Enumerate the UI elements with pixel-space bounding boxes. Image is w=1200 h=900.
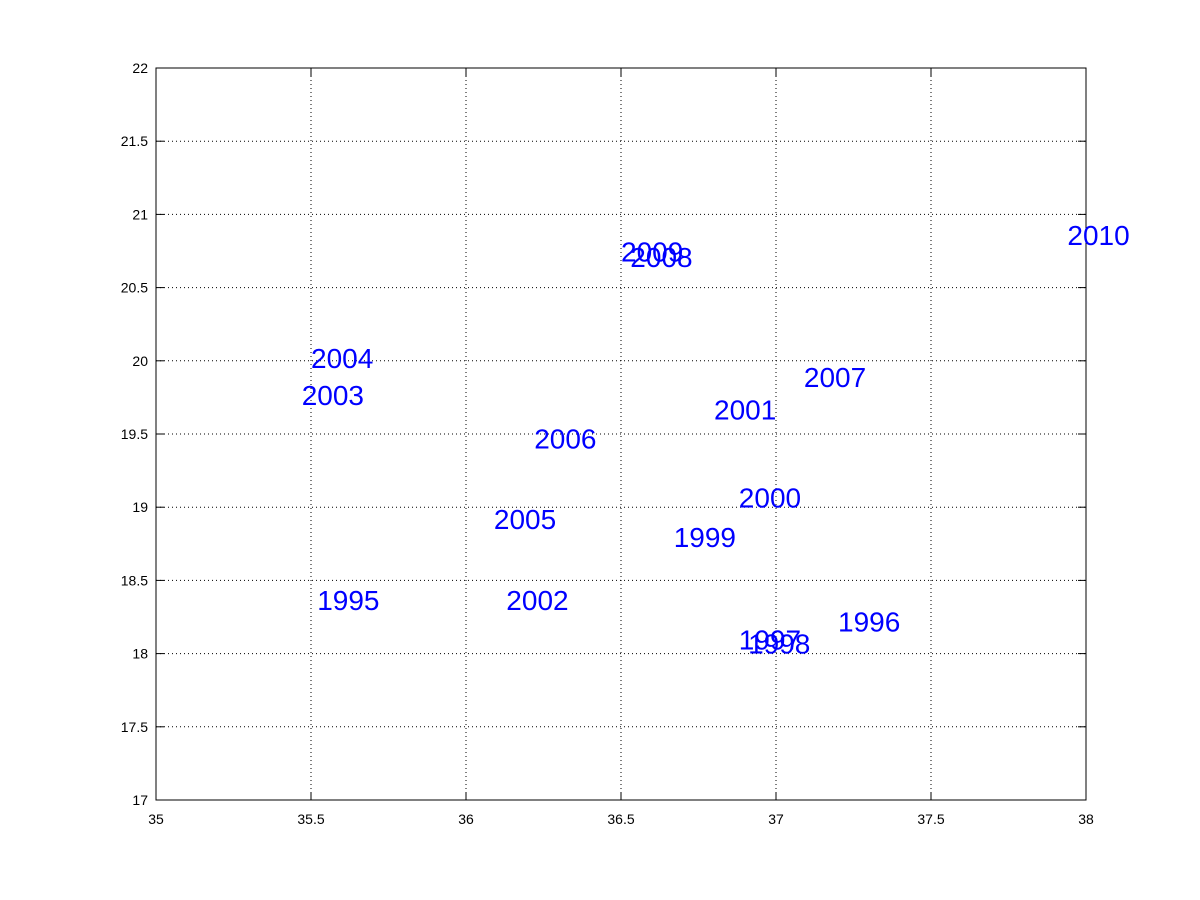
x-tick-label: 37	[768, 811, 784, 827]
y-tick-label: 21.5	[121, 133, 148, 149]
y-tick-label: 21	[132, 206, 148, 222]
data-point-label: 2010	[1067, 220, 1129, 251]
data-point-label: 2003	[302, 380, 364, 411]
data-point-label: 1997	[739, 624, 801, 655]
axis-tick-labels: 35 35.5 36 36.5 37 37.5 38 17 17.5 18 18.5 19 19.5 20…	[121, 60, 1094, 827]
plot-area-border	[155, 67, 1087, 801]
y-tick-label: 18.5	[121, 572, 148, 588]
data-labels: 1995199619971998199920002001200220032004…	[302, 220, 1130, 659]
data-point-label: 2002	[506, 585, 568, 616]
x-tick-label: 38	[1078, 811, 1094, 827]
data-point-label: 2004	[311, 343, 373, 374]
data-point-label: 2008	[630, 242, 692, 273]
data-point-label: 2001	[714, 394, 776, 425]
y-tick-label: 22	[132, 60, 148, 76]
data-point-label: 2007	[804, 362, 866, 393]
x-tick-label: 36.5	[607, 811, 634, 827]
y-tick-label: 20	[132, 353, 148, 369]
x-tick-label: 37.5	[917, 811, 944, 827]
y-tick-label: 19	[132, 499, 148, 515]
grid	[156, 68, 1086, 800]
data-point-label: 1998	[748, 629, 810, 660]
data-point-label: 2006	[534, 424, 596, 455]
data-point-label: 1996	[838, 607, 900, 638]
y-tick-label: 20.5	[121, 280, 148, 296]
y-tick-label: 17.5	[121, 719, 148, 735]
data-point-label: 1999	[674, 522, 736, 553]
data-point-label: 1995	[317, 585, 379, 616]
data-point-label: 2000	[739, 482, 801, 513]
y-tick-label: 17	[132, 792, 148, 808]
y-tick-label: 18	[132, 646, 148, 662]
x-tick-label: 35.5	[297, 811, 324, 827]
x-tick-label: 35	[148, 811, 164, 827]
x-tick-label: 36	[458, 811, 474, 827]
data-point-label: 2005	[494, 504, 556, 535]
data-point-label: 2009	[621, 236, 683, 267]
y-tick-label: 19.5	[121, 426, 148, 442]
